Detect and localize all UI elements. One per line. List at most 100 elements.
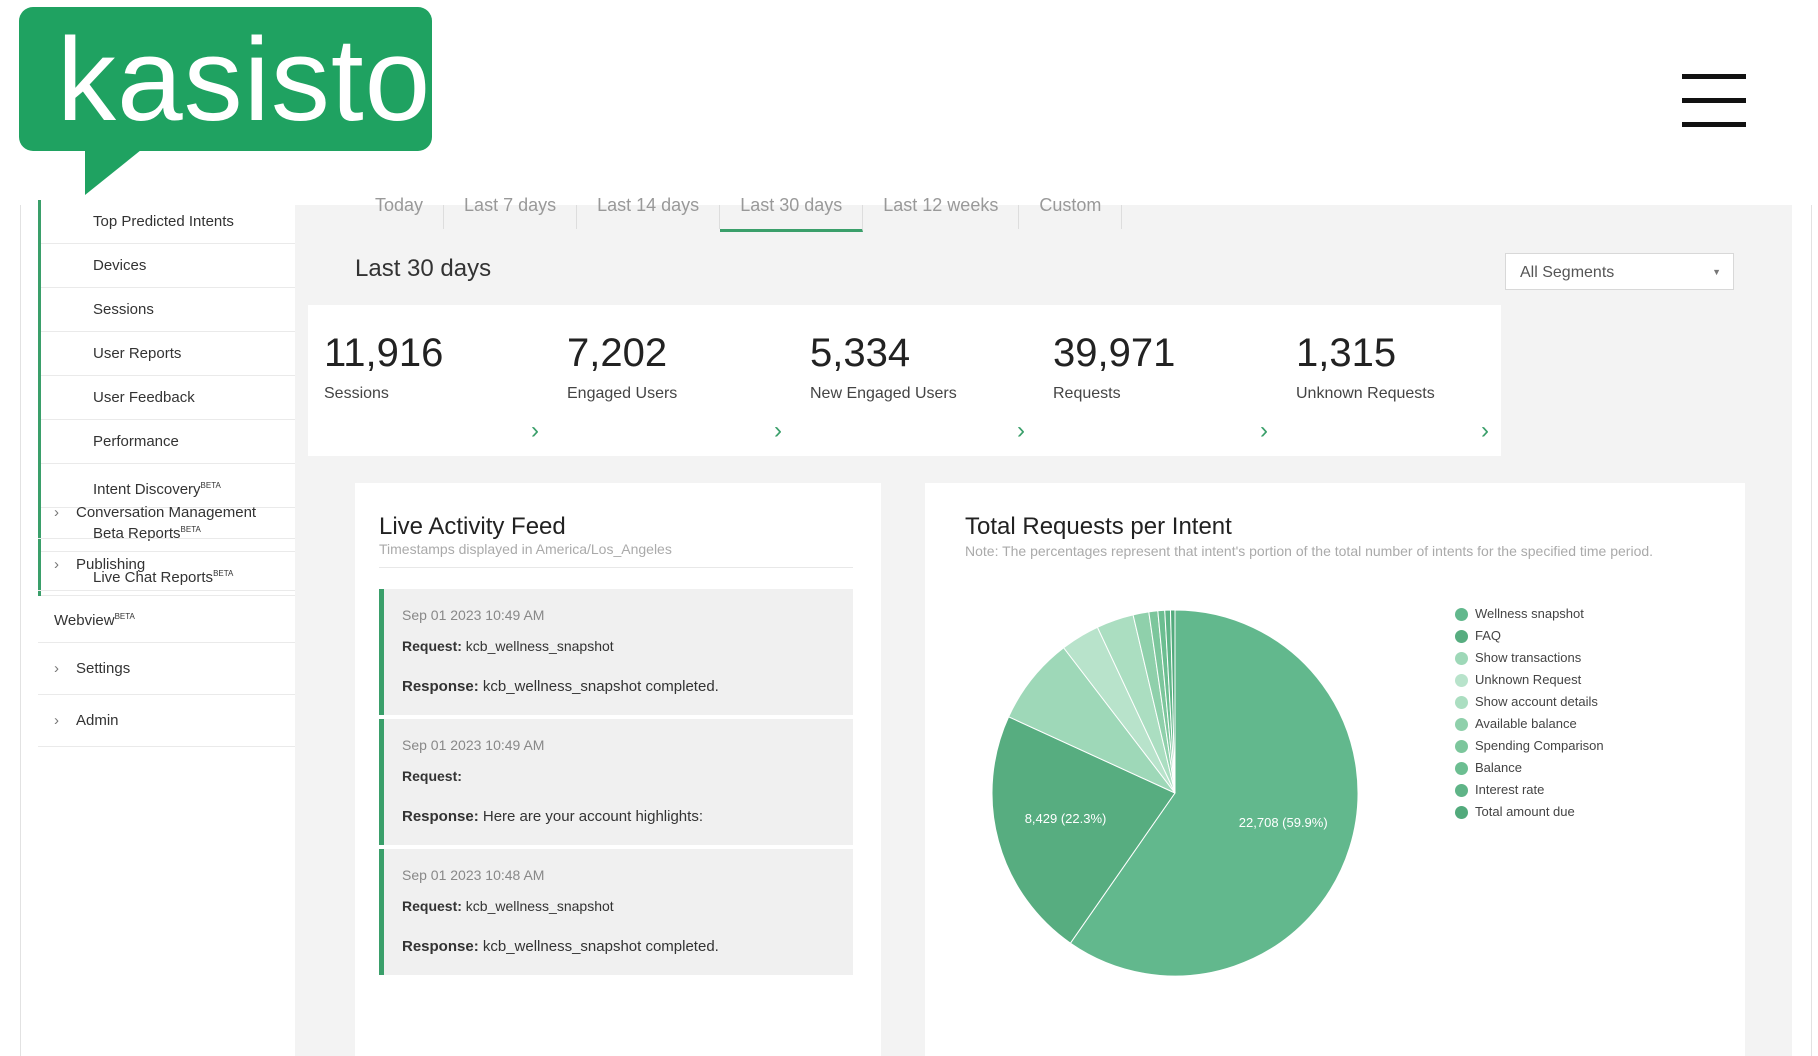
legend-item[interactable]: Show transactions — [1455, 647, 1604, 669]
sidebar-item-admin[interactable]: › Admin — [38, 695, 295, 747]
segments-dropdown[interactable]: All Segments ▼ — [1505, 253, 1734, 290]
sidebar-item-beta-reports[interactable]: Beta ReportsBETA — [41, 508, 298, 552]
sidebar-item-publishing[interactable]: › Publishing — [38, 539, 295, 591]
entry-timestamp: Sep 01 2023 10:48 AM — [402, 867, 545, 883]
feed-title: Live Activity Feed — [379, 513, 566, 540]
logo-text: kasisto — [57, 14, 432, 146]
feed-divider — [379, 567, 853, 568]
logo-speech-tail — [85, 150, 141, 195]
stat-value: 1,315 — [1296, 331, 1397, 375]
sidebar-submenu: Top Predicted Intents Devices Sessions User… — [38, 200, 298, 596]
sidebar-item-conversation-management[interactable]: › Conversation Management — [38, 487, 295, 539]
legend-dot — [1455, 607, 1468, 621]
response-value: Here are your account highlights: — [482, 808, 703, 825]
tab-last-30-days[interactable]: Last 30 days — [720, 196, 864, 232]
entry-timestamp: Sep 01 2023 10:49 AM — [402, 607, 545, 623]
sidebar-item-devices[interactable]: Devices — [41, 244, 298, 288]
entry-request: Request: kcb_wellness_snapshot — [402, 898, 614, 914]
sidebar-item-sessions[interactable]: Sessions — [41, 288, 298, 332]
pie-slice-faq[interactable] — [991, 716, 1176, 944]
stat-label: New Engaged Users — [810, 385, 957, 402]
response-label: Response: — [402, 808, 479, 825]
chevron-right-icon: › — [54, 556, 59, 573]
stat-value: 7,202 — [567, 331, 668, 375]
request-label: Request: — [402, 898, 462, 914]
legend-item[interactable]: Wellness snapshot — [1455, 603, 1604, 625]
stat-value: 11,916 — [324, 331, 444, 375]
chevron-right-icon: › — [54, 712, 59, 729]
entry-timestamp: Sep 01 2023 10:49 AM — [402, 737, 545, 753]
legend-dot — [1455, 739, 1468, 753]
sidebar-item-performance[interactable]: Performance — [41, 420, 298, 464]
chart-legend: Wellness snapshot FAQ Show transactions Unk… — [1455, 603, 1604, 823]
legend-item[interactable]: Interest rate — [1455, 779, 1604, 801]
stat-card-sessions[interactable]: 11,916 Sessions › — [308, 305, 551, 456]
legend-dot — [1455, 717, 1468, 731]
stat-label: Requests — [1053, 385, 1121, 402]
stat-card-requests[interactable]: 39,971 Requests › — [1037, 305, 1280, 456]
legend-label: Spending Comparison — [1475, 738, 1604, 753]
tab-last-14-days[interactable]: Last 14 days — [577, 196, 721, 229]
sidebar-item-label: Admin — [76, 712, 119, 729]
sidebar-item-label: Intent Discovery — [93, 481, 201, 498]
chart-title: Total Requests per Intent — [965, 513, 1232, 540]
chart-note: Note: The percentages represent that int… — [965, 543, 1654, 559]
stat-card-unknown-requests[interactable]: 1,315 Unknown Requests › — [1280, 305, 1501, 456]
legend-item[interactable]: Balance — [1455, 757, 1604, 779]
entry-request: Request: kcb_wellness_snapshot — [402, 638, 614, 654]
chevron-right-icon[interactable]: › — [1260, 417, 1268, 444]
sidebar-item-live-chat-reports[interactable]: Live Chat ReportsBETA — [41, 552, 298, 596]
legend-label: FAQ — [1475, 628, 1502, 643]
legend-item[interactable]: Unknown Request — [1455, 669, 1604, 691]
legend-dot — [1455, 673, 1468, 687]
sidebar-item-intent-discovery[interactable]: Intent DiscoveryBETA — [41, 464, 298, 508]
chevron-right-icon[interactable]: › — [774, 417, 782, 444]
chevron-right-icon: › — [54, 504, 59, 521]
stat-label: Sessions — [324, 385, 389, 402]
segments-selected: All Segments — [1520, 264, 1615, 281]
chevron-right-icon[interactable]: › — [1481, 417, 1489, 444]
legend-item[interactable]: Spending Comparison — [1455, 735, 1604, 757]
sidebar-item-label: Live Chat Reports — [93, 569, 214, 586]
pie-slice-wellness-snapshot[interactable] — [1069, 609, 1359, 977]
legend-dot — [1455, 805, 1468, 819]
legend-item[interactable]: Available balance — [1455, 713, 1604, 735]
sidebar-item-settings[interactable]: › Settings — [38, 643, 295, 695]
legend-label: Balance — [1475, 760, 1522, 775]
hamburger-menu-icon[interactable] — [1682, 74, 1746, 128]
beta-badge: BETA — [180, 525, 201, 534]
legend-label: Unknown Request — [1475, 672, 1582, 687]
request-value: kcb_wellness_snapshot — [465, 638, 614, 654]
legend-dot — [1455, 783, 1468, 797]
stat-card-new-engaged-users[interactable]: 5,334 New Engaged Users › — [794, 305, 1037, 456]
chevron-right-icon[interactable]: › — [531, 417, 539, 444]
legend-item[interactable]: FAQ — [1455, 625, 1604, 647]
legend-dot — [1455, 651, 1468, 665]
legend-label: Show account details — [1475, 694, 1598, 709]
legend-label: Available balance — [1475, 716, 1577, 731]
beta-badge: BETA — [114, 612, 135, 621]
pie-slice-total-amount-due[interactable] — [1169, 609, 1176, 794]
tab-custom[interactable]: Custom — [1019, 196, 1123, 229]
sidebar-item-user-feedback[interactable]: User Feedback — [41, 376, 298, 420]
response-label: Response: — [402, 678, 479, 695]
stat-card-engaged-users[interactable]: 7,202 Engaged Users › — [551, 305, 794, 456]
tab-last-12-weeks[interactable]: Last 12 weeks — [863, 196, 1020, 229]
pie-chart: 22,708 (59.9%) 8,429 (22.3%) — [991, 609, 1359, 977]
feed-entry: Sep 01 2023 10:49 AM Request: Response: H… — [379, 719, 853, 845]
legend-label: Total amount due — [1475, 804, 1575, 819]
tab-today[interactable]: Today — [355, 196, 445, 229]
sidebar-item-label: Sessions — [93, 301, 154, 318]
legend-item[interactable]: Total amount due — [1455, 801, 1604, 823]
kasisto-logo[interactable]: kasisto — [19, 7, 432, 151]
sidebar-item-top-predicted-intents[interactable]: Top Predicted Intents — [41, 200, 298, 244]
sidebar-item-user-reports[interactable]: User Reports — [41, 332, 298, 376]
legend-item[interactable]: Show account details — [1455, 691, 1604, 713]
tab-last-7-days[interactable]: Last 7 days — [444, 196, 578, 229]
sidebar-item-label: Settings — [76, 660, 131, 677]
sidebar-item-webview[interactable]: WebviewBETA — [38, 591, 295, 643]
stat-value: 39,971 — [1053, 331, 1176, 375]
sidebar-item-label: Performance — [93, 433, 179, 450]
chevron-right-icon[interactable]: › — [1017, 417, 1025, 444]
legend-label: Interest rate — [1475, 782, 1545, 797]
